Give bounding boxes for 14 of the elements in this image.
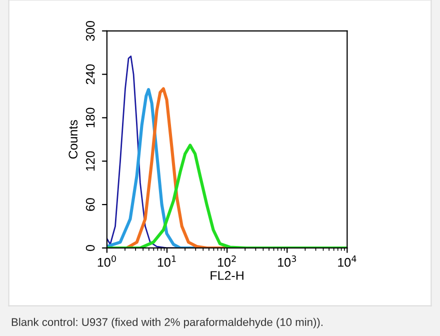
x-tick-label: 10$^{1}$	[158, 256, 176, 267]
x-axis-title: FL2-H	[210, 271, 244, 280]
y-tick-label: 0	[86, 244, 95, 251]
y-tick-label: 120	[86, 151, 95, 171]
y-tick-label: 240	[86, 64, 95, 84]
text: Blank control: U937 (fixed with 2% paraformaldehyde (10 min)).	[12, 318, 322, 328]
y-tick-label: 180	[86, 108, 95, 128]
x-tick-label: 10$^{2}$	[218, 255, 236, 267]
x-tick-label: 10$^{4}$	[338, 256, 356, 267]
x-tick-label: 10$^{3}$	[278, 255, 296, 267]
y-axis-title: Counts	[68, 120, 78, 159]
x-tick-label: 10$^{0}$	[98, 255, 116, 267]
y-tick-label: 300	[86, 20, 95, 41]
y-tick-label: 60	[86, 198, 95, 211]
